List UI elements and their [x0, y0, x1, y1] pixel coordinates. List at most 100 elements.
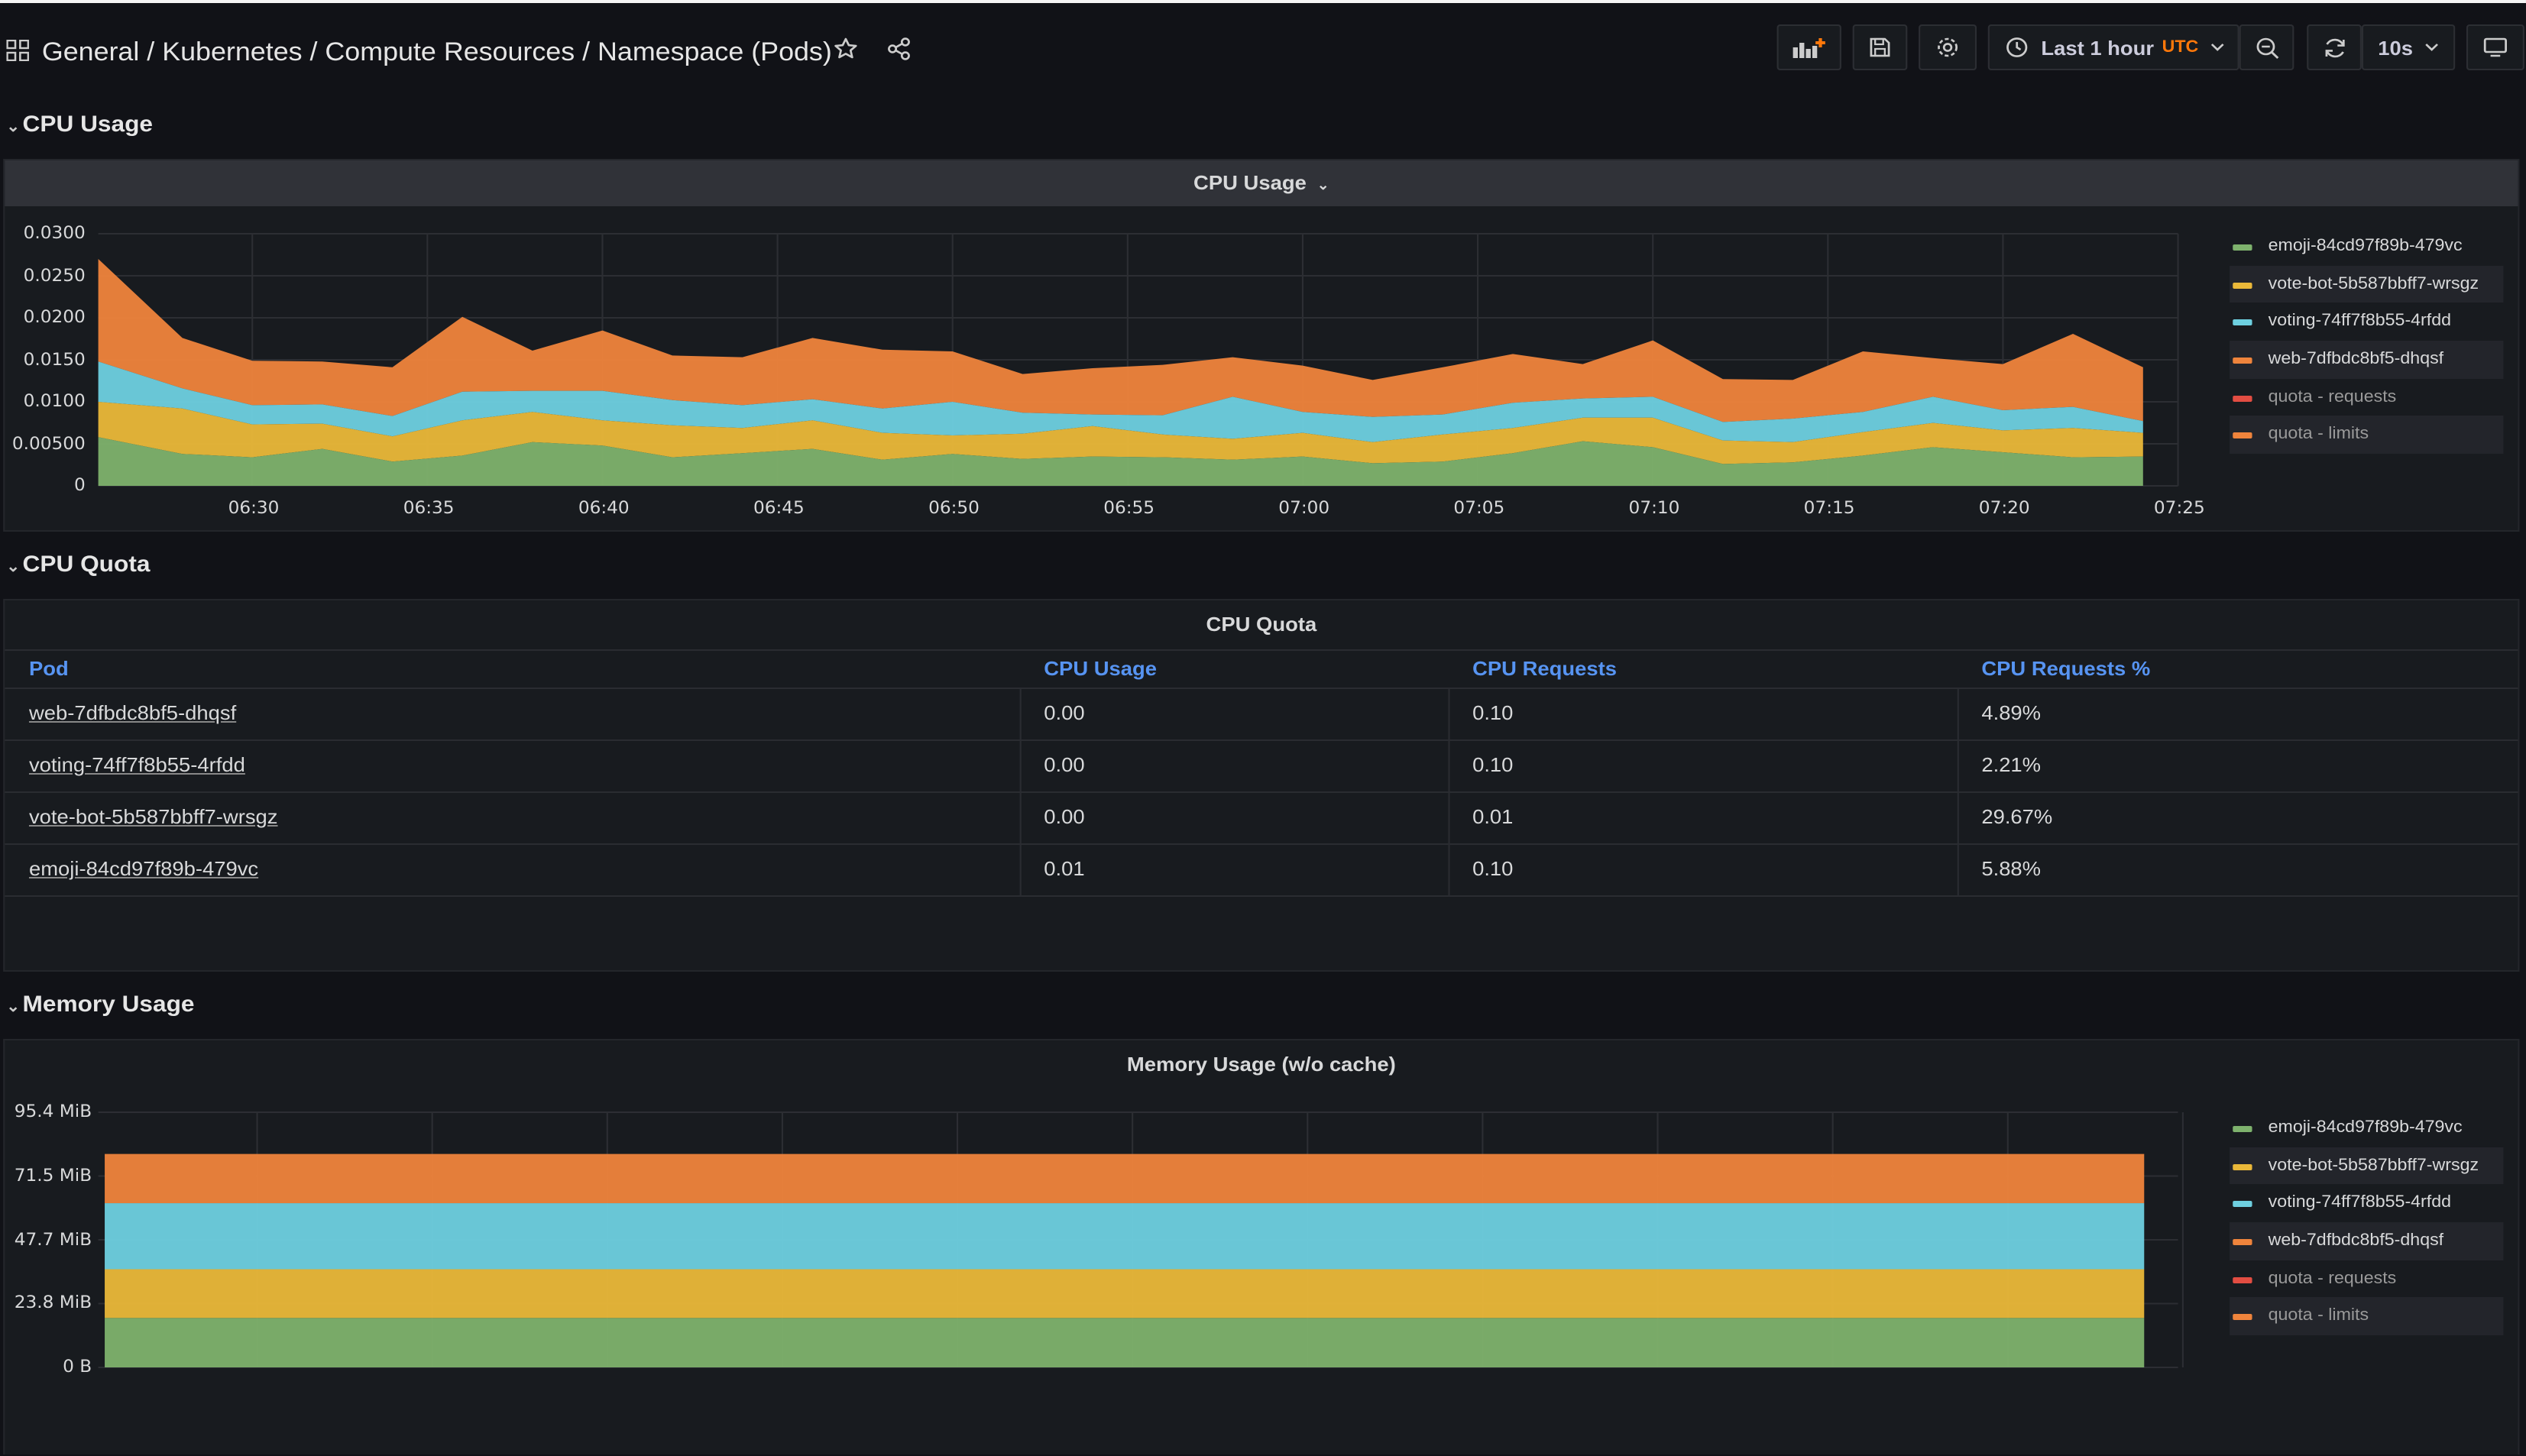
refresh-icon [2324, 37, 2344, 57]
share-icon[interactable] [886, 37, 912, 61]
legend-swatch [2233, 1239, 2252, 1246]
legend-swatch [2233, 244, 2252, 251]
tv-mode-button[interactable] [2466, 24, 2524, 70]
legend-item[interactable]: emoji-84cd97f89b-479vc [2230, 1109, 2503, 1147]
legend-item[interactable]: vote-bot-5b587bbff7-wrsgz [2230, 265, 2504, 303]
memory-usage-chart[interactable] [5, 1040, 2220, 1456]
time-range-picker[interactable]: Last 1 hour UTC [1987, 24, 2239, 70]
table-row: voting-74ff7f8b55-4rfdd 0.00 0.10 2.21% [5, 741, 2518, 793]
row-memory-usage[interactable]: ⌄ Memory Usage [6, 992, 194, 1018]
cpu-usage-panel: CPU Usage ⌄ 0 0.00500 0.0100 0.0150 0.0200 0.… [3, 159, 2520, 533]
y-tick-label: 23.8 MiB [14, 1293, 92, 1313]
y-tick-label: 95.4 MiB [14, 1102, 92, 1121]
x-tick-label: 06:50 [928, 498, 980, 518]
dashboards-grid-icon[interactable] [6, 40, 29, 61]
column-header-cpu-requests[interactable]: CPU Requests [1472, 657, 1617, 680]
panel-title[interactable]: CPU Quota [1206, 613, 1317, 636]
legend-item[interactable]: quota - requests [2230, 379, 2503, 416]
pod-link[interactable]: voting-74ff7f8b55-4rfdd [28, 753, 245, 776]
legend-label: emoji-84cd97f89b-479vc [2268, 1118, 2463, 1137]
legend-item[interactable]: quota - requests [2230, 1260, 2503, 1298]
zoom-out-button[interactable] [2239, 24, 2294, 70]
breadcrumb-folder[interactable]: General [41, 37, 140, 67]
legend-label: quota - requests [2268, 387, 2397, 406]
panel-title[interactable]: Memory Usage (w/o cache) [1126, 1053, 1396, 1076]
series-area-voting-74ff7f8b55-4rfdd[interactable] [98, 361, 2143, 442]
chevron-down-icon [2424, 44, 2438, 51]
cpu-usage-chart[interactable] [5, 160, 2220, 533]
breadcrumb: General / Kubernetes / Compute Resources… [42, 37, 832, 68]
x-tick-label: 07:00 [1278, 498, 1330, 518]
legend-item[interactable]: quota - limits [2230, 416, 2504, 455]
cpu-requests-pct-cell: 29.67% [1981, 805, 2053, 828]
pod-link[interactable]: web-7dfbdc8bf5-dhqsf [28, 701, 237, 724]
timezone-label: UTC [2162, 38, 2199, 57]
legend-label: quota - limits [2268, 1306, 2369, 1325]
cell-divider [1957, 741, 1959, 791]
row-cpu-usage[interactable]: ⌄ CPU Usage [6, 112, 153, 138]
y-tick-label: 0.0200 [23, 307, 86, 327]
cpu-requests-cell: 0.10 [1472, 753, 1514, 776]
legend-item[interactable]: web-7dfbdc8bf5-dhqsf [2230, 341, 2504, 379]
series-area-web-7dfbdc8bf5-dhqsf[interactable] [105, 1153, 2145, 1204]
cell-divider [1957, 845, 1959, 895]
legend-swatch [2233, 1201, 2252, 1208]
legend-item[interactable]: voting-74ff7f8b55-4rfdd [2230, 303, 2503, 341]
x-tick-label: 07:15 [1803, 498, 1855, 518]
cpu-requests-pct-cell: 4.89% [1981, 701, 2042, 724]
cpu-requests-cell: 0.10 [1472, 857, 1514, 880]
add-panel-icon [1792, 38, 1825, 58]
save-dashboard-button[interactable] [1852, 24, 1908, 70]
refresh-interval-picker[interactable]: 10s [2361, 24, 2456, 70]
pod-link[interactable]: vote-bot-5b587bbff7-wrsgz [28, 805, 278, 828]
breadcrumb-dashboard-title[interactable]: / Kubernetes / Compute Resources / Names… [139, 37, 832, 67]
y-tick-label: 71.5 MiB [14, 1165, 92, 1186]
column-header-cpu-usage[interactable]: CPU Usage [1044, 657, 1157, 680]
refresh-button[interactable] [2307, 24, 2362, 70]
x-tick-label: 07:05 [1453, 498, 1505, 518]
legend-label: quota - requests [2268, 1269, 2397, 1288]
row-title: Memory Usage [22, 992, 195, 1018]
series-area-vote-bot-5b587bbff7-wrsgz[interactable] [98, 402, 2143, 464]
series-area-emoji-84cd97f89b-479vc[interactable] [105, 1318, 2145, 1367]
add-panel-button[interactable] [1776, 24, 1841, 70]
legend-swatch [2233, 1126, 2252, 1132]
cell-divider [1448, 689, 1450, 739]
legend-label: web-7dfbdc8bf5-dhqsf [2268, 350, 2444, 369]
x-tick-label: 06:40 [578, 498, 630, 518]
series-area-emoji-84cd97f89b-479vc[interactable] [98, 437, 2143, 486]
legend-swatch [2233, 1163, 2252, 1170]
cell-divider [1957, 793, 1959, 843]
cell-divider [1019, 741, 1022, 791]
column-header-pod[interactable]: Pod [28, 657, 69, 680]
cpu-requests-pct-cell: 2.21% [1981, 753, 2042, 776]
chevron-down-icon [2210, 44, 2223, 51]
row-title: CPU Usage [22, 112, 154, 138]
cpu-requests-cell: 0.01 [1472, 805, 1514, 828]
legend-item[interactable]: quota - limits [2230, 1297, 2504, 1336]
column-header-cpu-requests-pct[interactable]: CPU Requests % [1981, 657, 2151, 680]
clock-icon [2006, 37, 2028, 57]
zoom-out-icon [2256, 37, 2278, 58]
legend-item[interactable]: web-7dfbdc8bf5-dhqsf [2230, 1222, 2504, 1260]
time-range-label: Last 1 hour [2041, 36, 2155, 59]
table-row: emoji-84cd97f89b-479vc 0.01 0.10 5.88% [5, 845, 2518, 897]
panel-header[interactable]: CPU Usage ⌄ [5, 160, 2518, 206]
monitor-icon [2483, 37, 2507, 57]
legend-item[interactable]: emoji-84cd97f89b-479vc [2230, 228, 2503, 265]
row-cpu-quota[interactable]: ⌄ CPU Quota [6, 552, 150, 578]
series-area-web-7dfbdc8bf5-dhqsf[interactable] [98, 259, 2143, 422]
legend-item[interactable]: voting-74ff7f8b55-4rfdd [2230, 1185, 2503, 1222]
top-border [0, 0, 2526, 3]
legend-item[interactable]: vote-bot-5b587bbff7-wrsgz [2230, 1147, 2504, 1185]
star-icon[interactable] [833, 37, 859, 61]
legend-label: voting-74ff7f8b55-4rfdd [2268, 1193, 2452, 1212]
settings-button[interactable] [1919, 24, 1977, 70]
pod-link[interactable]: emoji-84cd97f89b-479vc [28, 857, 259, 880]
series-area-vote-bot-5b587bbff7-wrsgz[interactable] [105, 1269, 2145, 1318]
cpu-requests-cell: 0.10 [1472, 701, 1514, 724]
series-area-voting-74ff7f8b55-4rfdd[interactable] [105, 1203, 2145, 1270]
cell-divider [1019, 845, 1022, 895]
cpu-quota-panel: CPU Quota Pod CPU Usage CPU Requests CPU… [3, 599, 2520, 972]
cell-divider [1957, 689, 1959, 739]
